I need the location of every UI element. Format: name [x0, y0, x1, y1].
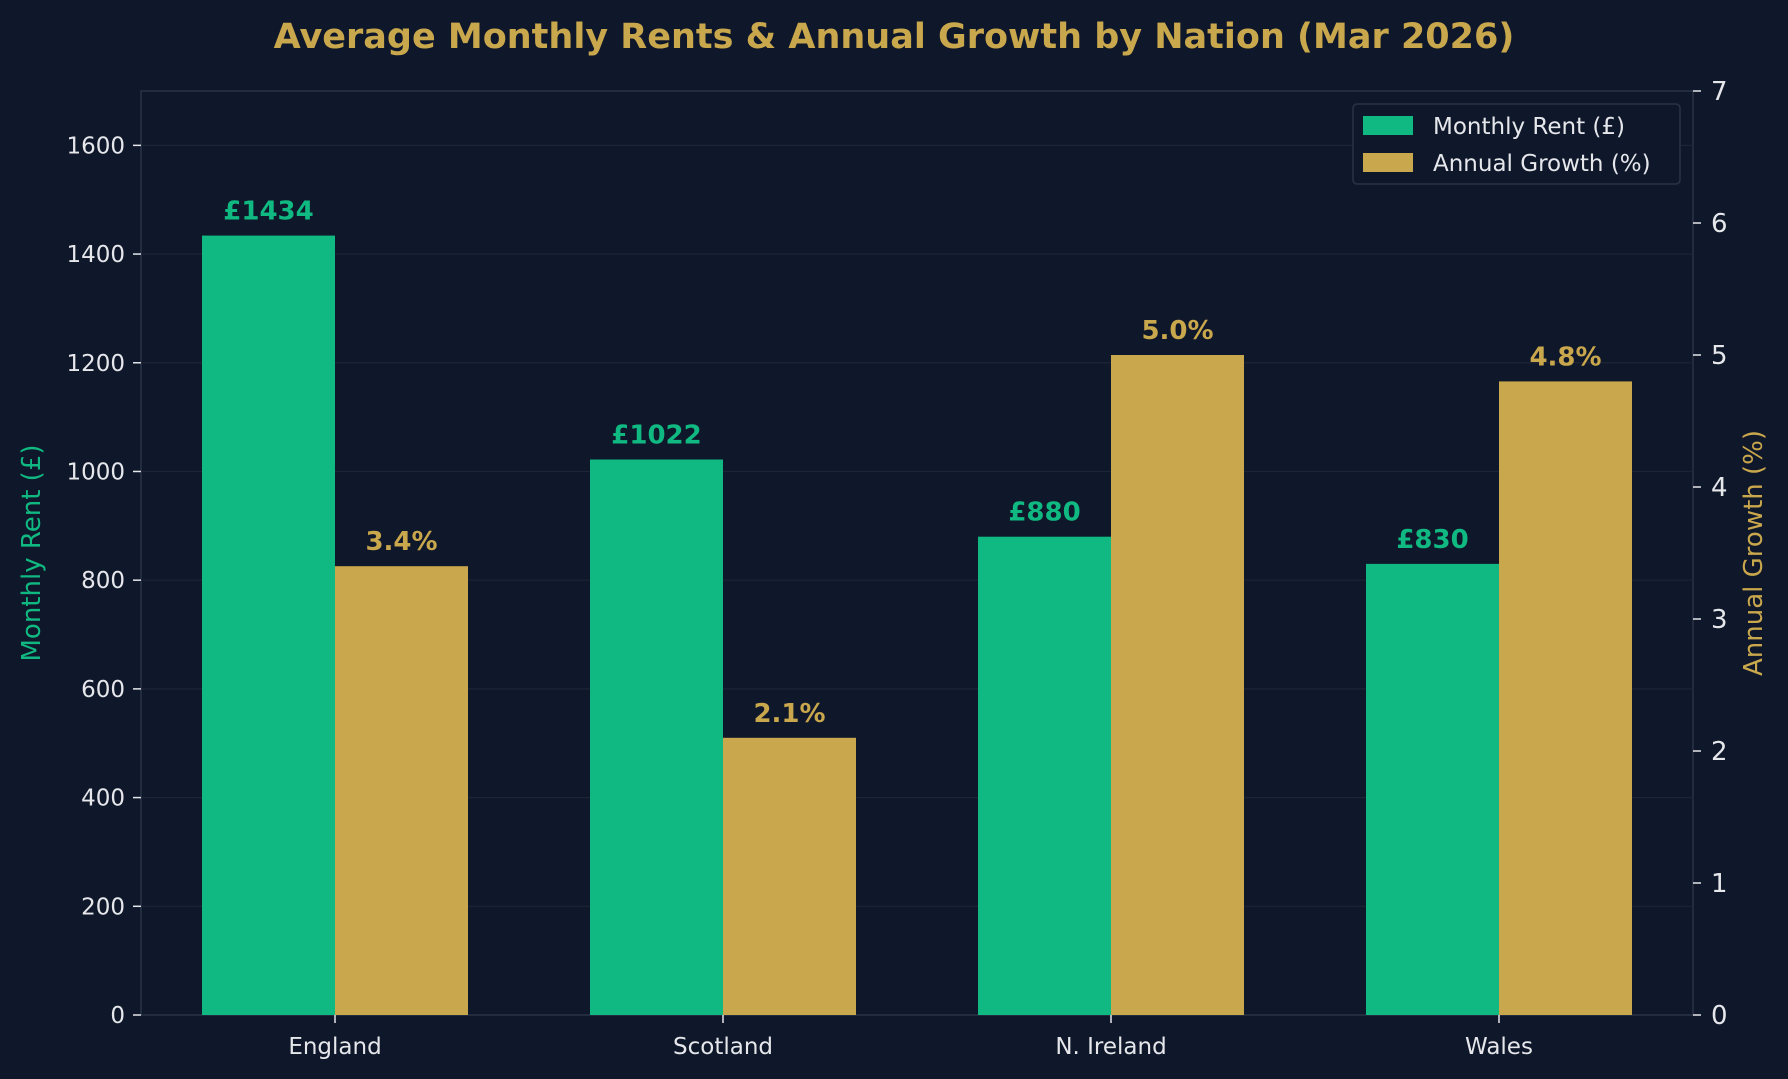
legend-label-rent: Monthly Rent (£): [1433, 114, 1625, 140]
y-left-tick-label: 200: [81, 894, 125, 920]
x-tick-label: Wales: [1465, 1034, 1533, 1060]
y-left-tick-label: 600: [81, 677, 125, 703]
legend-box: [1352, 103, 1681, 185]
data-label-growth: 3.4%: [365, 527, 437, 557]
y-left-tick-label: 400: [81, 786, 125, 812]
y-left-tick-label: 1400: [66, 242, 125, 268]
bar-rent: [1366, 563, 1499, 1015]
y-right-tick-label: 2: [1711, 737, 1728, 767]
data-label-rent: £1022: [611, 421, 701, 451]
chart-title: Average Monthly Rents & Annual Growth by…: [274, 17, 1515, 57]
x-tick-label: England: [288, 1034, 381, 1060]
legend-label-growth: Annual Growth (%): [1433, 151, 1651, 177]
x-tick-label: Scotland: [673, 1034, 773, 1060]
axes-layer: 0 200 400 600 800 1000 1200 1400 1600 0 1 2 3 4 5 6 7 Eng…: [66, 77, 1727, 1060]
y-right-tick-label: 1: [1711, 869, 1728, 899]
x-tick-label: N. Ireland: [1055, 1034, 1166, 1060]
y-right-tick-label: 4: [1711, 473, 1728, 503]
data-label-rent: £1434: [223, 197, 313, 227]
bar-growth: [335, 566, 468, 1015]
data-label-growth: 5.0%: [1141, 316, 1213, 346]
y-left-tick-label: 1600: [66, 133, 125, 159]
bar-growth: [723, 737, 856, 1015]
y-right-tick-label: 6: [1711, 209, 1728, 239]
data-label-growth: 2.1%: [753, 699, 825, 729]
y-right-tick-label: 7: [1711, 77, 1728, 107]
legend-swatch-rent: [1363, 116, 1413, 135]
y-left-tick-label: 1000: [66, 459, 125, 485]
data-label-rent: £880: [1008, 498, 1080, 528]
y-right-tick-label: 5: [1711, 341, 1728, 371]
y-axis-label-left: Monthly Rent (£): [17, 444, 47, 661]
y-axis-label-right: Annual Growth (%): [1739, 430, 1769, 676]
legend-swatch-growth: [1363, 153, 1413, 172]
data-labels-layer: £1434 3.4% £1022 2.1% £880 5.0% £830 4.8%: [223, 197, 1601, 729]
bar-rent: [202, 235, 335, 1015]
y-right-tick-label: 0: [1711, 1001, 1728, 1031]
bar-growth: [1499, 381, 1632, 1015]
bars-layer: [202, 235, 1632, 1015]
bar-rent: [590, 459, 723, 1015]
y-left-tick-label: 800: [81, 568, 125, 594]
y-left-tick-label: 1200: [66, 351, 125, 377]
y-right-tick-label: 3: [1711, 605, 1728, 635]
bar-rent: [978, 536, 1111, 1015]
data-label-rent: £830: [1396, 525, 1468, 555]
data-label-growth: 4.8%: [1529, 342, 1601, 372]
legend: Monthly Rent (£) Annual Growth (%): [1352, 103, 1681, 185]
bar-growth: [1111, 355, 1244, 1015]
y-left-tick-label: 0: [110, 1003, 125, 1029]
